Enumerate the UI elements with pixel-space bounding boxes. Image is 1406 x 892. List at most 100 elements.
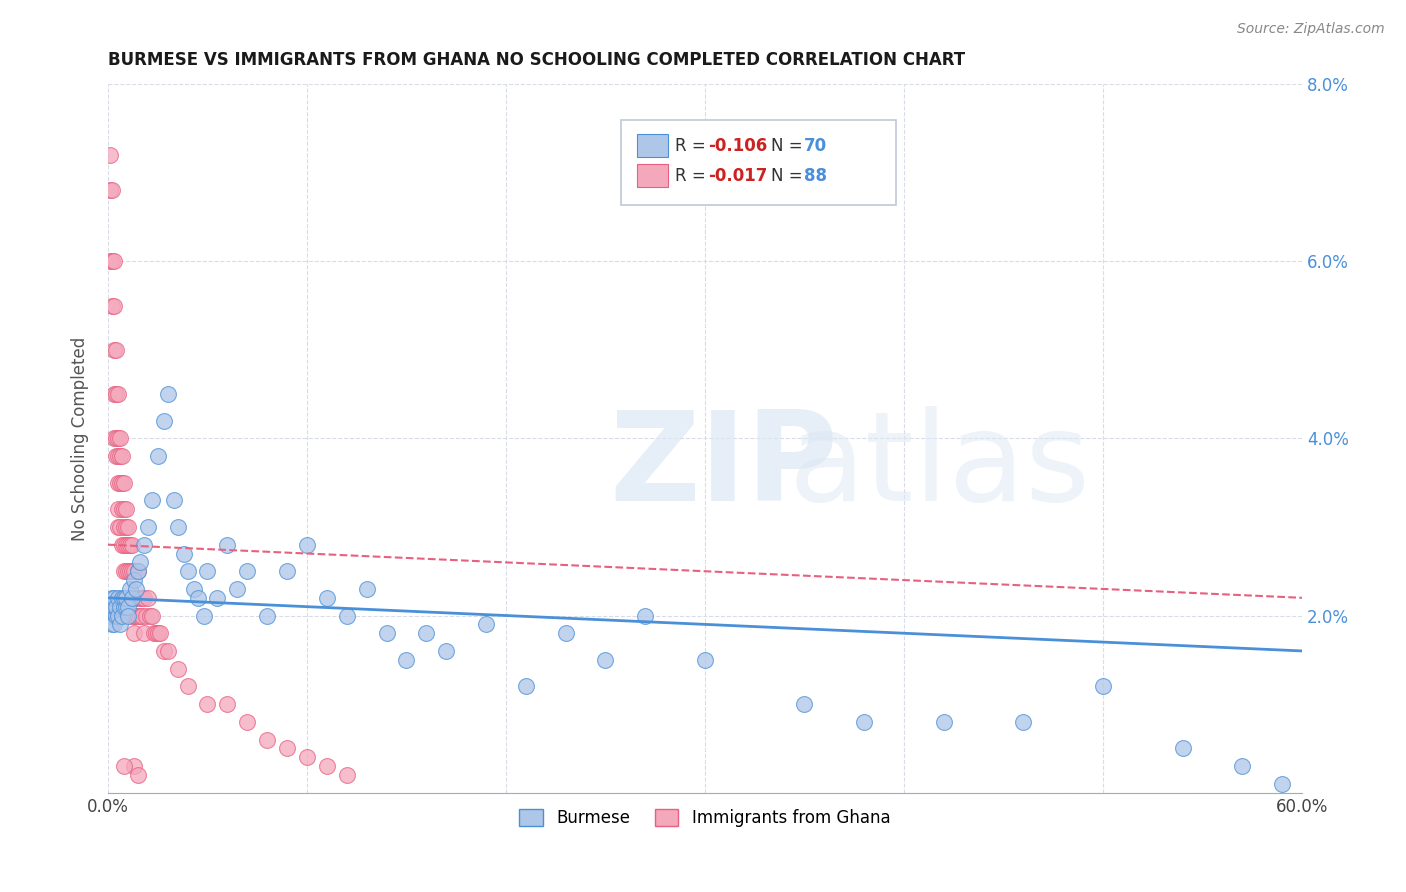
Point	[135, 608, 157, 623]
Point	[336, 608, 359, 623]
Point	[193, 608, 215, 623]
Point	[186, 591, 208, 605]
Point	[1232, 759, 1254, 773]
Point	[554, 626, 576, 640]
Point	[98, 599, 121, 614]
Point	[236, 714, 259, 729]
Point	[117, 608, 139, 623]
Point	[101, 299, 124, 313]
Point	[136, 520, 159, 534]
Point	[122, 626, 145, 640]
Point	[104, 343, 127, 357]
Point	[139, 608, 162, 623]
Point	[115, 591, 138, 605]
Point	[103, 591, 125, 605]
FancyBboxPatch shape	[637, 135, 668, 157]
Point	[107, 520, 129, 534]
Point	[226, 582, 249, 596]
Point	[98, 183, 121, 197]
Point	[101, 254, 124, 268]
Point	[112, 502, 135, 516]
Point	[98, 148, 121, 162]
Point	[121, 538, 143, 552]
Point	[127, 564, 149, 578]
Point	[121, 608, 143, 623]
Point	[127, 608, 149, 623]
Point	[256, 608, 278, 623]
Point	[132, 626, 155, 640]
Point	[112, 475, 135, 490]
Point	[122, 573, 145, 587]
Point	[112, 564, 135, 578]
Point	[276, 564, 298, 578]
Point	[122, 591, 145, 605]
Point	[112, 759, 135, 773]
Point	[146, 449, 169, 463]
Point	[108, 475, 131, 490]
Point	[125, 582, 148, 596]
Point	[1012, 714, 1035, 729]
Point	[111, 608, 134, 623]
Point	[932, 714, 955, 729]
Point	[136, 591, 159, 605]
Point	[122, 759, 145, 773]
Point	[156, 644, 179, 658]
Point	[104, 599, 127, 614]
Point	[256, 732, 278, 747]
Point	[475, 617, 498, 632]
Point	[141, 608, 163, 623]
Point	[127, 564, 149, 578]
Point	[127, 591, 149, 605]
Point	[117, 599, 139, 614]
Point	[103, 343, 125, 357]
Point	[132, 591, 155, 605]
Point	[395, 653, 418, 667]
Point	[121, 591, 143, 605]
Point	[128, 608, 150, 623]
Point	[107, 502, 129, 516]
Text: ZIP: ZIP	[609, 406, 838, 527]
Point	[183, 582, 205, 596]
Point	[101, 617, 124, 632]
Point	[117, 520, 139, 534]
Point	[132, 538, 155, 552]
Point	[131, 591, 153, 605]
Point	[142, 626, 165, 640]
Point	[375, 626, 398, 640]
FancyBboxPatch shape	[637, 164, 668, 186]
Point	[121, 591, 143, 605]
Point	[117, 591, 139, 605]
Point	[176, 564, 198, 578]
Text: R =: R =	[675, 136, 711, 155]
Point	[107, 431, 129, 445]
Point	[127, 768, 149, 782]
Point	[315, 759, 337, 773]
Point	[152, 414, 174, 428]
Text: 70: 70	[804, 136, 827, 155]
Point	[103, 387, 125, 401]
Point	[173, 547, 195, 561]
Point	[295, 750, 318, 764]
Point	[101, 183, 124, 197]
Point	[515, 679, 537, 693]
Point	[1171, 741, 1194, 756]
Point	[107, 449, 129, 463]
Point	[104, 449, 127, 463]
Point	[98, 608, 121, 623]
Point	[98, 254, 121, 268]
FancyBboxPatch shape	[621, 120, 896, 204]
Point	[111, 475, 134, 490]
Text: N =: N =	[770, 167, 807, 185]
Point	[634, 608, 657, 623]
Point	[107, 475, 129, 490]
Point	[1091, 679, 1114, 693]
Point	[115, 520, 138, 534]
Text: R =: R =	[675, 167, 711, 185]
Point	[1271, 777, 1294, 791]
Text: Source: ZipAtlas.com: Source: ZipAtlas.com	[1237, 22, 1385, 37]
Point	[295, 538, 318, 552]
Text: 88: 88	[804, 167, 827, 185]
Point	[108, 599, 131, 614]
Point	[103, 254, 125, 268]
Point	[149, 626, 172, 640]
